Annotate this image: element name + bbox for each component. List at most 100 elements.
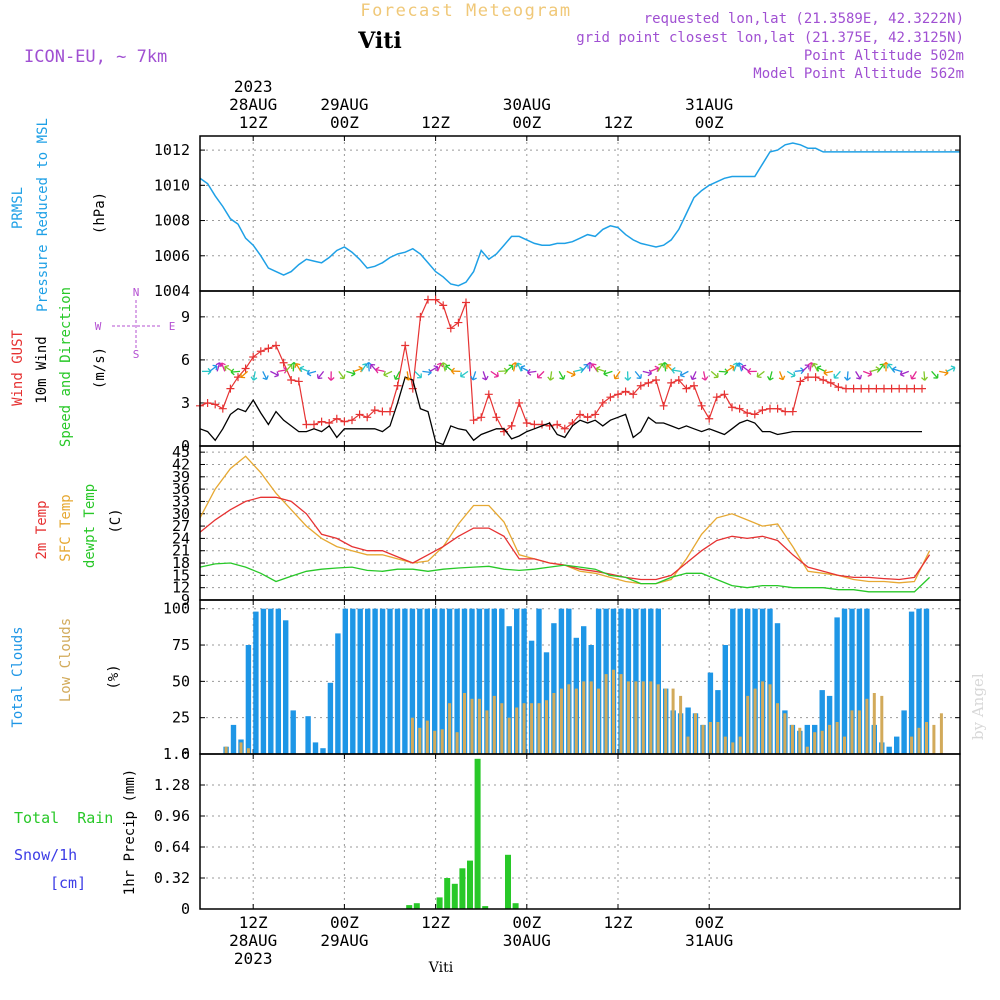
bottom-time-label: 12Z (604, 913, 633, 932)
wind-arrow (642, 370, 652, 375)
wind-arrow (680, 370, 689, 377)
total-cloud-bar (856, 608, 863, 754)
total-cloud-bar (402, 608, 408, 754)
low-cloud-bar (545, 700, 548, 754)
rain-bar (505, 854, 511, 910)
gust-point (287, 375, 296, 384)
gust-point (910, 384, 919, 393)
total-rain-label: Total Rain (14, 809, 113, 827)
rain-bar (459, 868, 466, 909)
gust-point (872, 384, 881, 393)
low-cloud-bar (790, 724, 794, 754)
wind-arrow (520, 366, 530, 372)
gust-point (842, 384, 850, 393)
requested-coords: requested lon,lat (21.3589E, 42.3222N) (644, 11, 964, 27)
low-cloud-bar (865, 698, 869, 754)
total-cloud-bar (595, 608, 602, 754)
gust-point (644, 378, 653, 387)
gust-point (348, 416, 356, 425)
gust-point (576, 410, 584, 419)
low-cloud-bar (239, 742, 243, 754)
low-cloud-bar (634, 681, 638, 754)
wind-arrow-head (520, 365, 526, 372)
total-cloud-bar (901, 710, 907, 754)
pressure-series (199, 142, 960, 287)
model-label: ICON-EU, ~ 7km (24, 47, 167, 67)
total-cloud-bar (804, 724, 810, 754)
low-cloud-bar (552, 693, 556, 754)
total-cloud-bar (655, 608, 661, 754)
wind-direction-arrows (202, 361, 956, 381)
model-altitude: Model Point Altitude 562m (753, 66, 964, 82)
gust-point (355, 410, 364, 419)
gust-point (530, 420, 539, 429)
y-tick-label: 30 (172, 505, 190, 523)
gust-point (887, 384, 896, 393)
gust-point (728, 403, 736, 412)
gust-point (370, 406, 379, 415)
y-tick-label: 15 (172, 566, 190, 584)
wind-arrow (900, 370, 910, 376)
y-tick-label: 0 (181, 437, 190, 455)
pressure-grid (200, 136, 960, 292)
top-time-label: 12Z (421, 113, 450, 132)
wind-arrow (317, 370, 325, 379)
gust-point (690, 381, 698, 390)
low-cloud-bar (455, 732, 459, 754)
gust-point (720, 390, 729, 399)
bottom-time-label: 28AUG (229, 931, 277, 950)
gust-label: Wind GUST (10, 330, 26, 406)
wind-arrow (277, 369, 287, 373)
total-cloud-bar (506, 626, 512, 754)
watermark: by Angel (969, 673, 987, 740)
wind-arrow-head (559, 374, 566, 380)
gust-point (750, 410, 759, 419)
rain-bar (436, 897, 443, 909)
y-tick-label: 27 (172, 517, 190, 535)
y-tick-label: 9 (181, 591, 190, 609)
total-cloud-bar (722, 645, 728, 754)
gust-point (674, 375, 683, 384)
y-tick-label: 6 (181, 351, 190, 369)
wind-arrow (718, 370, 728, 373)
clouds-panel: Total Clouds Low Clouds (%) 0 25 50 75 100 (10, 599, 961, 763)
gust-point (560, 424, 569, 433)
total-cloud-bar (745, 608, 751, 754)
wind-arrow-head (404, 376, 412, 381)
gust-point (203, 398, 212, 407)
low-cloud-bar (440, 729, 444, 754)
wind-arrow (367, 362, 370, 372)
precip-label: 1hr Precip (mm) (122, 769, 138, 895)
gust-point (902, 384, 911, 393)
wind-arrow-head (886, 363, 893, 369)
total-cloud-bar (327, 682, 334, 754)
y-tick-label: 1008 (154, 212, 190, 230)
total-cloud-bar (409, 608, 416, 754)
total-cloud-bar (394, 608, 401, 754)
wind-arrow-head (713, 373, 719, 379)
low-cloud-bar (470, 698, 474, 754)
low-cloud-bar (813, 732, 817, 754)
low-cloud-bar (492, 695, 496, 754)
total-cloud-bar (767, 608, 773, 754)
wind-arrow (809, 362, 813, 372)
wind-arrow (537, 370, 545, 379)
wind-arrow (846, 371, 849, 381)
gust-point (849, 384, 858, 393)
wind-arrow (801, 364, 810, 372)
wind-arrow-head (493, 372, 499, 378)
wind-arrow (710, 370, 719, 378)
y-tick-label: 42 (172, 455, 190, 473)
wind-arrow-head (369, 363, 376, 369)
wind-arrow (566, 370, 576, 376)
wind-arrow (353, 367, 363, 372)
clouds-y-ticks: 0 25 50 75 100 (163, 600, 190, 763)
gust-point (363, 413, 372, 422)
wind-arrow-head (590, 363, 597, 369)
total-cloud-bar (633, 608, 639, 754)
total-cloud-bar (357, 608, 363, 754)
y-tick-label: 12 (172, 579, 190, 597)
low-cloud-bar (410, 717, 414, 754)
dewpt-temp-line (199, 562, 931, 593)
